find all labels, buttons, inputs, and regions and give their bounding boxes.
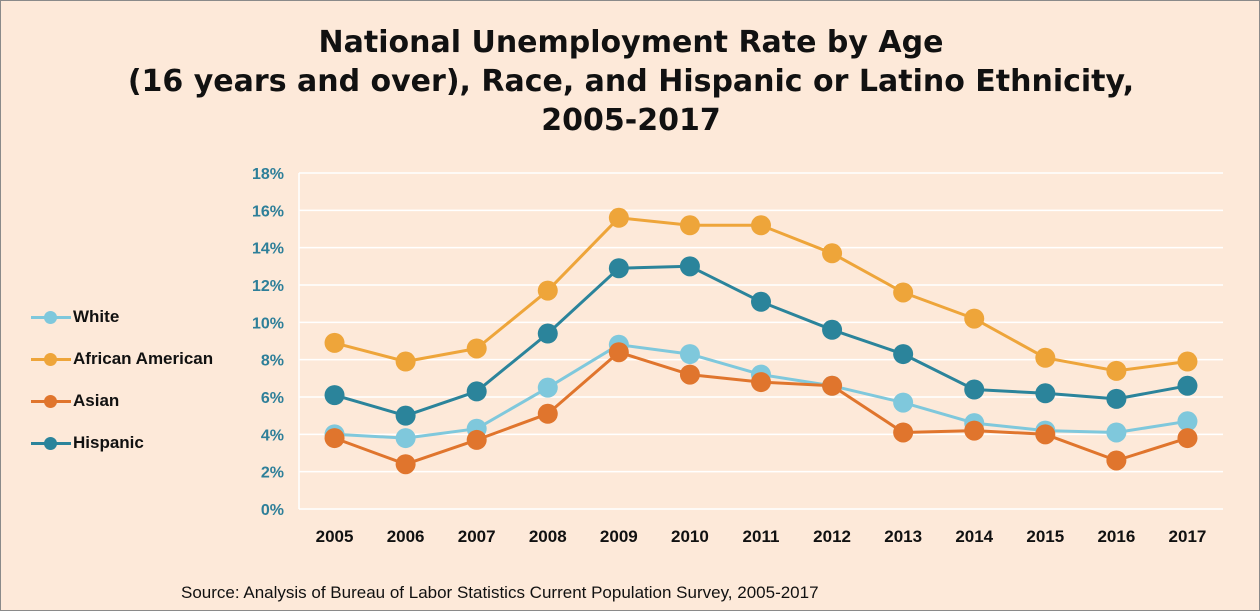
- data-point-asian: [822, 375, 843, 396]
- y-tick-label: 6%: [261, 390, 284, 407]
- data-point-asian: [324, 428, 345, 449]
- data-point-asian: [466, 429, 487, 450]
- y-tick-label: 4%: [261, 427, 284, 444]
- y-tick-label: 0%: [261, 502, 284, 519]
- data-point-hispanic: [822, 319, 843, 340]
- data-point-hispanic: [964, 379, 985, 400]
- data-point-asian: [608, 342, 629, 363]
- legend-label-african-american: African American: [73, 349, 214, 368]
- data-point-african-american: [822, 243, 843, 264]
- data-point-hispanic: [1035, 383, 1056, 404]
- legend-swatch-hispanic: [31, 437, 71, 450]
- x-tick-label: 2014: [955, 527, 993, 546]
- chart-title-line-3: 2005-2017: [541, 103, 721, 138]
- x-tick-label: 2009: [600, 527, 638, 546]
- data-point-african-american: [1177, 351, 1198, 372]
- data-point-hispanic: [537, 323, 558, 344]
- x-tick-label: 2007: [458, 527, 496, 546]
- data-point-hispanic: [324, 385, 345, 406]
- data-point-hispanic: [893, 344, 914, 365]
- y-tick-label: 2%: [261, 465, 284, 482]
- legend-swatch-african-american: [31, 353, 71, 366]
- data-point-asian: [751, 372, 771, 393]
- data-point-asian: [1106, 450, 1127, 471]
- source-note: Source: Analysis of Bureau of Labor Stat…: [181, 583, 819, 602]
- data-point-african-american: [537, 280, 558, 301]
- data-point-african-american: [1106, 360, 1127, 381]
- y-tick-label: 8%: [261, 353, 284, 370]
- legend-label-asian: Asian: [73, 391, 120, 410]
- legend-label-hispanic: Hispanic: [73, 433, 144, 452]
- legend: White African American Asian Hispanic: [31, 303, 241, 471]
- data-point-hispanic: [751, 291, 771, 312]
- data-point-african-american: [1035, 347, 1056, 368]
- series-line-hispanic: [334, 264, 1188, 418]
- legend-item-african-american: African American: [31, 345, 241, 387]
- data-point-hispanic: [1106, 388, 1127, 409]
- data-point-hispanic: [466, 381, 487, 402]
- data-point-hispanic: [395, 405, 416, 426]
- data-point-white: [893, 392, 914, 413]
- data-point-hispanic: [679, 256, 700, 277]
- data-point-asian: [1177, 428, 1198, 449]
- y-tick-label: 18%: [252, 166, 284, 183]
- data-point-asian: [395, 454, 416, 475]
- data-point-white: [1177, 411, 1198, 432]
- legend-swatch-white: [31, 311, 71, 324]
- data-point-african-american: [395, 351, 416, 372]
- x-tick-label: 2013: [884, 527, 922, 546]
- data-point-african-american: [751, 215, 771, 236]
- chart-title-line-2: (16 years and over), Race, and Hispanic …: [127, 64, 1135, 99]
- x-tick-label: 2011: [743, 527, 780, 546]
- x-tick-label: 2006: [387, 527, 425, 546]
- data-point-asian: [964, 420, 985, 441]
- data-point-african-american: [324, 332, 345, 353]
- chart-title-line-1: National Unemployment Rate by Age: [318, 25, 944, 60]
- data-point-african-american: [679, 215, 700, 236]
- legend-item-hispanic: Hispanic: [31, 429, 241, 471]
- x-tick-label: 2015: [1026, 527, 1064, 546]
- y-tick-label: 16%: [252, 203, 284, 220]
- y-tick-label: 12%: [252, 278, 284, 295]
- data-point-asian: [537, 403, 558, 424]
- x-tick-label: 2010: [671, 527, 709, 546]
- data-point-white: [679, 344, 700, 365]
- y-tick-label: 10%: [252, 315, 284, 332]
- data-point-african-american: [893, 282, 914, 303]
- x-tick-label: 2017: [1169, 527, 1207, 546]
- data-point-african-american: [964, 308, 985, 329]
- legend-swatch-asian: [31, 395, 71, 408]
- data-point-white: [1106, 422, 1127, 443]
- x-tick-label: 2016: [1097, 527, 1135, 546]
- y-tick-label: 14%: [252, 241, 284, 258]
- data-point-asian: [893, 422, 914, 443]
- x-tick-label: 2008: [529, 527, 567, 546]
- legend-item-white: White: [31, 303, 241, 345]
- x-tick-label: 2012: [813, 527, 851, 546]
- legend-item-asian: Asian: [31, 387, 241, 429]
- x-tick-label: 2005: [316, 527, 354, 546]
- data-point-hispanic: [1177, 375, 1198, 396]
- chart-title: National Unemployment Rate by Age (16 ye…: [1, 23, 1260, 140]
- data-point-asian: [679, 364, 700, 385]
- legend-label-white: White: [73, 307, 120, 326]
- data-point-african-american: [466, 338, 487, 359]
- data-point-white: [537, 377, 558, 398]
- data-point-african-american: [608, 207, 629, 228]
- data-point-white: [395, 428, 416, 449]
- data-point-asian: [1035, 424, 1056, 445]
- data-point-hispanic: [608, 258, 629, 279]
